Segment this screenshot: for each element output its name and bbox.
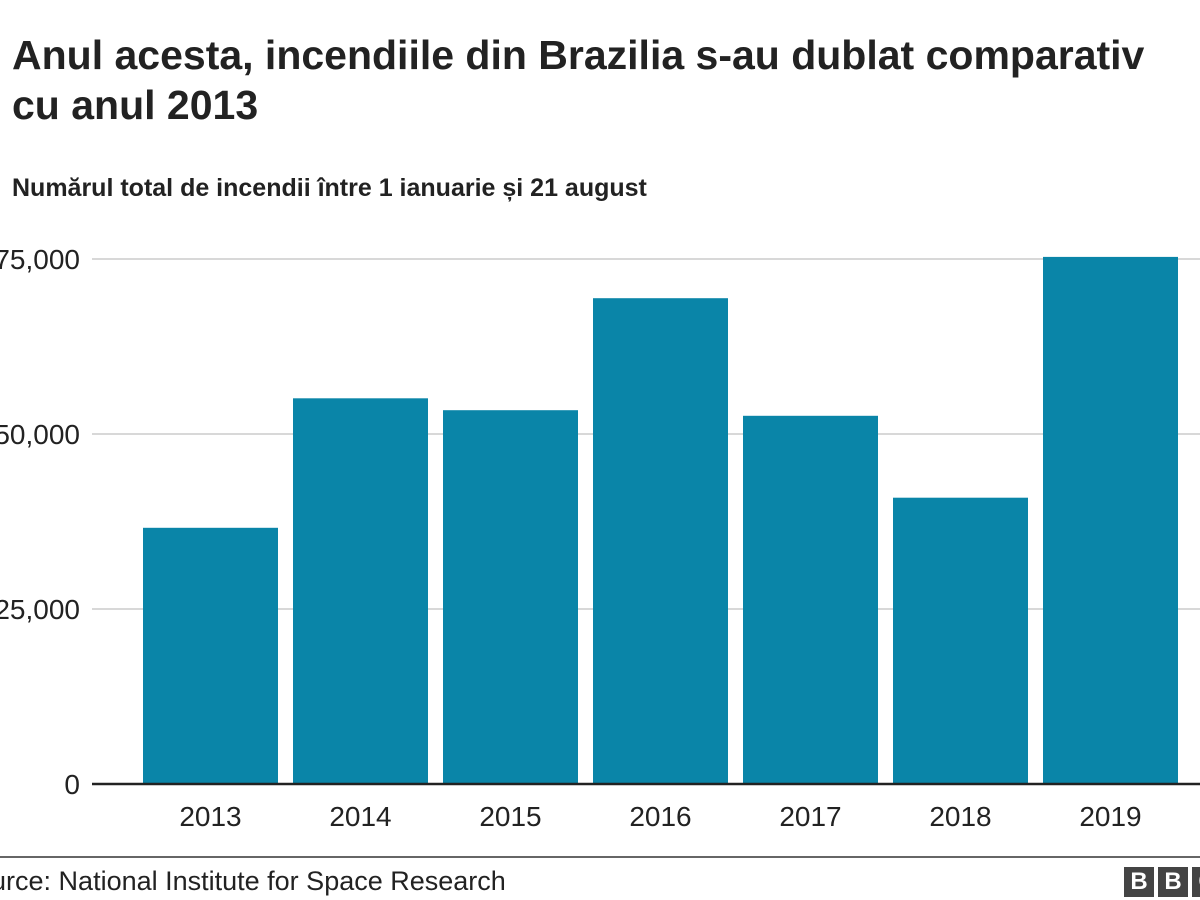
bar-2017 xyxy=(743,415,878,784)
bar-2018 xyxy=(893,497,1028,784)
bar-2013 xyxy=(143,527,278,784)
chart-title: Anul acesta, incendiile din Brazilia s-a… xyxy=(12,32,1145,128)
bar-2014 xyxy=(293,398,428,784)
footer-divider xyxy=(0,856,1200,858)
x-tick-label: 2017 xyxy=(779,801,841,832)
bar-2016 xyxy=(593,298,728,784)
bar-chart: 0 25,000 50,000 75,000 2013 2014 2015 2016 2017 2… xyxy=(0,244,1200,832)
y-tick-label: 75,000 xyxy=(0,244,80,275)
x-tick-label: 2013 xyxy=(179,801,241,832)
source-note: Source: National Institute for Space Res… xyxy=(0,866,506,896)
y-tick-label: 0 xyxy=(64,769,80,800)
x-tick-label: 2016 xyxy=(629,801,691,832)
x-tick-label: 2015 xyxy=(479,801,541,832)
x-tick-label: 2019 xyxy=(1079,801,1141,832)
y-tick-label: 50,000 xyxy=(0,419,80,450)
bar-2015 xyxy=(443,410,578,784)
y-tick-label: 25,000 xyxy=(0,594,80,625)
x-tick-label: 2018 xyxy=(929,801,991,832)
bar-2019 xyxy=(1043,256,1178,784)
x-tick-label: 2014 xyxy=(329,801,391,832)
chart-subtitle: Numărul total de incendii între 1 ianuar… xyxy=(12,174,647,202)
bbc-logo: BBC xyxy=(1124,867,1200,897)
